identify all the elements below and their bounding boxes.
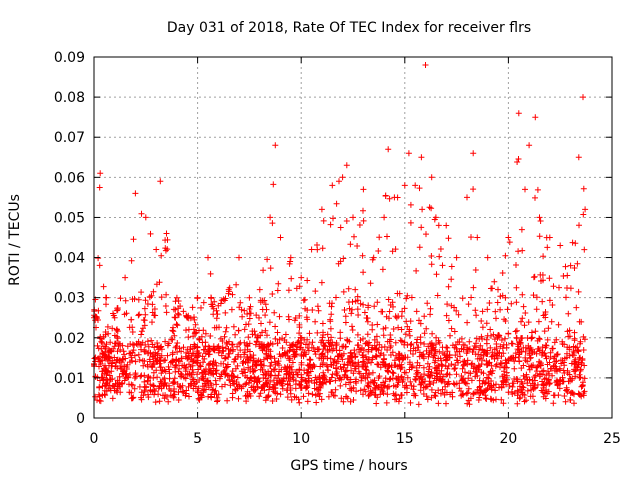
y-tick-label: 0.02 xyxy=(54,331,85,347)
y-axis-label: ROTI / TECUs xyxy=(7,194,23,286)
y-tick-label: 0 xyxy=(76,411,85,427)
y-tick-label: 0.09 xyxy=(54,50,85,66)
y-tick-label: 0.06 xyxy=(54,170,85,186)
y-tick-label: 0.04 xyxy=(54,251,85,267)
x-tick-label: 10 xyxy=(292,431,310,447)
data-points xyxy=(91,62,589,408)
scatter-point-markers xyxy=(91,62,589,408)
y-tick-label: 0.03 xyxy=(54,291,85,307)
y-tick-label: 0.05 xyxy=(54,210,85,226)
y-tick-label: 0.01 xyxy=(54,371,85,387)
plot-frame xyxy=(93,56,613,419)
x-tick-label: 15 xyxy=(396,431,414,447)
x-tick-label: 25 xyxy=(603,431,621,447)
axes: 0 0.01 0.02 0.03 0.04 0.05 0.06 0.07 0.08 0.09 0 5 1… xyxy=(54,50,621,447)
chart-title: Day 031 of 2018, Rate Of TEC Index for r… xyxy=(167,20,531,36)
x-tick-label: 5 xyxy=(193,431,202,447)
x-tick-label: 20 xyxy=(499,431,517,447)
x-tick-label: 0 xyxy=(90,431,99,447)
y-tick-label: 0.08 xyxy=(54,90,85,106)
y-tick-label: 0.07 xyxy=(54,130,85,146)
x-axis-label: GPS time / hours xyxy=(290,458,407,474)
